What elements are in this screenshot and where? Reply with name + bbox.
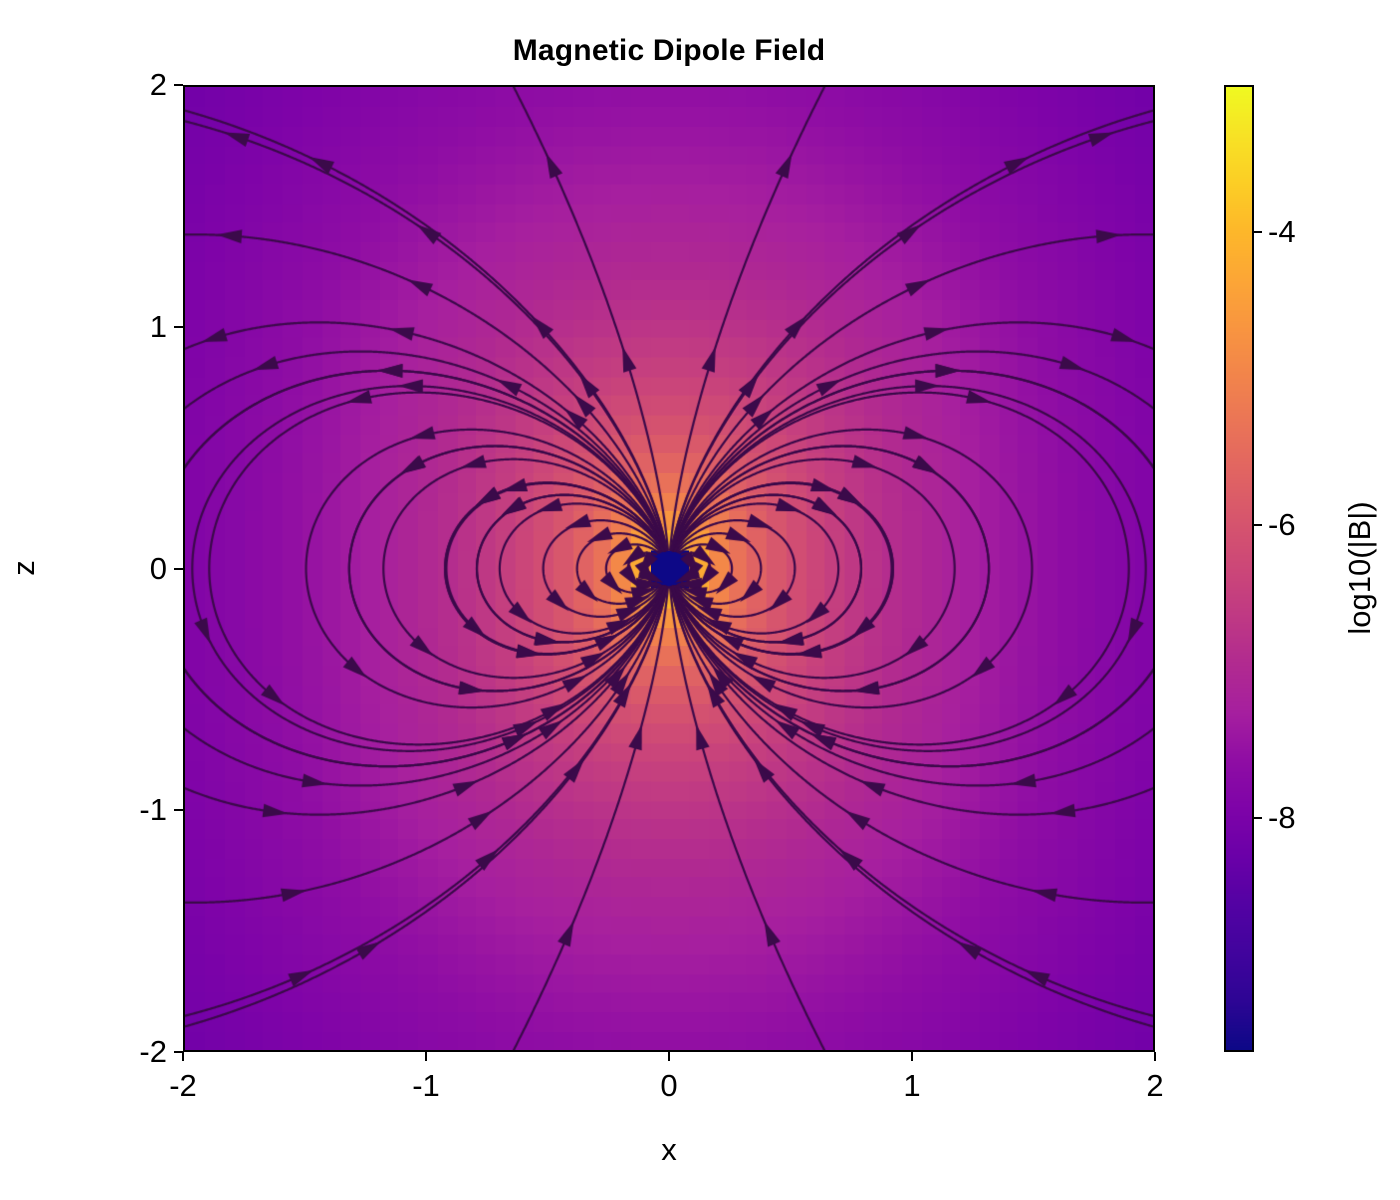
plot-axes[interactable] bbox=[183, 85, 1155, 1052]
x-axis-tick bbox=[668, 1052, 670, 1061]
x-axis-label: x bbox=[661, 1132, 677, 1167]
y-axis-tick bbox=[174, 84, 183, 86]
x-axis-tick bbox=[425, 1052, 427, 1061]
colorbar-tick-label: -4 bbox=[1268, 213, 1296, 249]
colorbar-tick-label: -8 bbox=[1268, 799, 1296, 835]
colorbar-tick bbox=[1254, 816, 1262, 819]
x-axis-tick bbox=[911, 1052, 913, 1061]
colorbar-tick bbox=[1254, 230, 1262, 233]
y-axis-tick-label: 2 bbox=[149, 67, 167, 102]
y-axis-tick-label: 1 bbox=[149, 308, 167, 344]
y-axis-tick bbox=[174, 809, 183, 812]
x-axis-tick bbox=[1154, 1052, 1156, 1061]
field-streamlines bbox=[185, 87, 1153, 1050]
y-axis-tick bbox=[174, 567, 183, 570]
colorbar[interactable] bbox=[1224, 85, 1254, 1052]
colorbar-label: log10(|B|) bbox=[1342, 501, 1377, 635]
x-axis-tick-label: 0 bbox=[660, 1068, 678, 1103]
x-axis-tick-label: 1 bbox=[903, 1068, 921, 1103]
x-axis-tick-label: 2 bbox=[1146, 1068, 1164, 1103]
x-axis-tick-label: -2 bbox=[169, 1068, 197, 1103]
y-axis-tick bbox=[174, 325, 183, 328]
colorbar-gradient bbox=[1226, 87, 1252, 1050]
x-axis-tick bbox=[182, 1052, 184, 1061]
page-title: Magnetic Dipole Field bbox=[512, 34, 826, 67]
y-axis-tick-label: 0 bbox=[149, 550, 167, 586]
y-axis-tick-label: -1 bbox=[139, 792, 167, 828]
y-axis-label: z bbox=[6, 560, 41, 576]
x-axis-tick-label: -1 bbox=[412, 1068, 440, 1103]
colorbar-tick bbox=[1254, 523, 1262, 526]
colorbar-tick-label: -6 bbox=[1268, 506, 1296, 542]
y-axis-tick bbox=[174, 1051, 183, 1053]
y-axis-tick-label: -2 bbox=[139, 1034, 167, 1069]
